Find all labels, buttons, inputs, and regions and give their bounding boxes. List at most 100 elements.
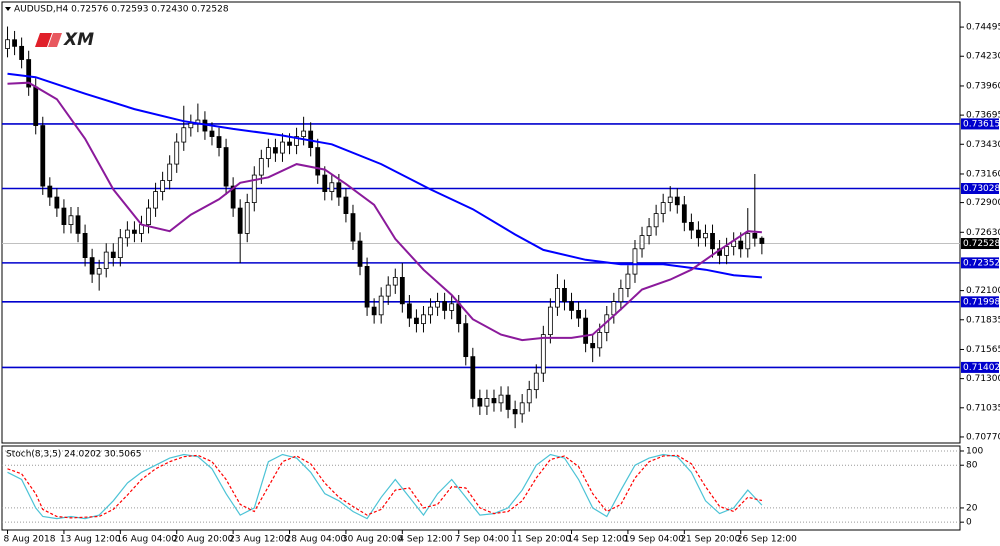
chart-title: AUDUSD,H4 0.72576 0.72593 0.72430 0.7252… [14, 5, 229, 15]
candle-body [12, 39, 17, 47]
y-tick-label: 0.71565 [966, 345, 1000, 355]
candle-body [632, 248, 638, 275]
stoch-panel [1, 445, 961, 531]
candle-body [639, 235, 645, 250]
candle-body [103, 251, 109, 270]
candle-body [265, 147, 271, 159]
candle-body [653, 213, 659, 228]
stoch-title: Stoch(8,3,5) 24.0202 30.5065 [6, 450, 141, 460]
candle-body [124, 229, 130, 239]
candle-body [96, 268, 102, 275]
candle-body [569, 301, 574, 311]
x-tick-label: 11 Sep 20:00 [511, 535, 571, 545]
candle-body [414, 317, 419, 325]
y-tick-label: 0.70770 [966, 432, 1000, 442]
x-tick-label: 8 Aug 2018 [4, 535, 56, 545]
candle-body [329, 182, 335, 192]
candle-body [68, 215, 74, 225]
candle-body [512, 409, 518, 415]
candle-body [357, 240, 363, 267]
x-tick-label: 26 Sep 12:00 [737, 535, 797, 545]
stoch-line [7, 454, 763, 519]
candle-body [5, 39, 10, 49]
candle-body [406, 303, 412, 319]
logo-mark [35, 33, 52, 47]
candle-body [435, 301, 440, 308]
y-tick-label: 0.71035 [966, 403, 1000, 413]
x-tick-label: 16 Aug 04:00 [116, 535, 177, 545]
candle-body [667, 196, 673, 203]
candle-body [611, 301, 617, 316]
candle-body [61, 207, 67, 225]
y-tick-label: 0.72900 [966, 198, 1000, 208]
x-tick-label: 7 Sep 04:00 [455, 535, 510, 545]
candle-body [555, 288, 560, 308]
candle-body [110, 251, 116, 258]
candle-body [625, 273, 631, 289]
candle-body [82, 232, 88, 258]
candle-body [19, 45, 25, 60]
candle-body [75, 215, 81, 234]
candle-body [674, 196, 680, 206]
y-tick-label: 0.74495 [966, 23, 1000, 33]
candle-body [47, 185, 53, 198]
candle-body [752, 232, 758, 239]
candle-body [287, 141, 292, 146]
candle-body [526, 389, 532, 404]
logo: XM [35, 30, 94, 50]
candle-body [251, 174, 257, 203]
x-tick-label: 28 Aug 04:00 [286, 535, 347, 545]
x-tick-label: 30 Aug 20:00 [342, 535, 403, 545]
y-tick-label: 0.72100 [966, 286, 1000, 296]
candle-body [505, 394, 511, 410]
level-label-box [961, 257, 999, 269]
candle-body [498, 394, 504, 404]
candle-body [491, 398, 497, 404]
candle-body [470, 356, 476, 399]
candle-body [681, 204, 687, 223]
candle-body [738, 240, 744, 250]
y-tick-label: 0 [966, 518, 972, 528]
candle-body [583, 317, 589, 344]
candle-body [442, 301, 448, 311]
x-tick-label: 21 Sep 20:00 [680, 535, 740, 545]
candle-body [392, 277, 398, 286]
candle-body [576, 310, 581, 319]
y-tick-label: 20 [966, 503, 978, 513]
level-label-box [961, 118, 999, 130]
candle-body [89, 257, 95, 275]
candle-body [688, 221, 694, 231]
candle-body [301, 130, 307, 137]
y-tick-label: 0.72630 [966, 228, 1000, 238]
logo-mark [48, 33, 62, 47]
candle-body [533, 372, 539, 391]
x-tick-label: 20 Aug 20:00 [173, 535, 234, 545]
candle-body [181, 127, 187, 143]
x-tick-label: 19 Sep 04:00 [624, 535, 684, 545]
candle-body [336, 182, 342, 198]
candle-body [26, 59, 32, 88]
candle-body [540, 334, 546, 374]
y-tick-label: 0.71300 [966, 374, 1000, 384]
moving-average [7, 72, 762, 279]
candle-body [223, 147, 229, 187]
level-label-box [961, 361, 999, 373]
candle-body [117, 237, 123, 258]
y-tick-label: 0.74230 [966, 52, 1000, 62]
candle-body [371, 306, 377, 316]
candle-body [456, 303, 462, 325]
candle-body [696, 229, 701, 239]
candle-body [385, 284, 391, 297]
candle-body [230, 185, 236, 209]
candle-body [646, 226, 652, 236]
stoch-line [7, 453, 763, 520]
candle-body [463, 323, 469, 358]
level-label-box [961, 296, 999, 308]
y-tick-label: 80 [966, 461, 978, 471]
candle-body [237, 207, 243, 234]
candle-body [759, 237, 765, 244]
x-tick-label: 4 Sep 12:00 [398, 535, 453, 545]
candle-body [484, 398, 490, 407]
candle-body [597, 332, 603, 349]
